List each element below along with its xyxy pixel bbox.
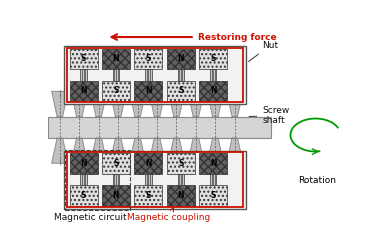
Text: S: S bbox=[81, 191, 86, 200]
Polygon shape bbox=[110, 138, 126, 163]
Text: S: S bbox=[146, 54, 151, 63]
Text: S: S bbox=[113, 159, 119, 168]
Bar bbox=[199, 185, 227, 206]
Polygon shape bbox=[149, 91, 165, 117]
Bar bbox=[210, 174, 216, 185]
Text: S: S bbox=[81, 54, 86, 63]
Bar bbox=[70, 153, 98, 174]
Text: N: N bbox=[177, 191, 184, 200]
Bar bbox=[177, 174, 184, 185]
Polygon shape bbox=[227, 138, 243, 163]
Polygon shape bbox=[207, 91, 223, 117]
Bar bbox=[48, 117, 271, 138]
Bar bbox=[167, 81, 195, 101]
Text: Magnetic coupling: Magnetic coupling bbox=[127, 208, 210, 222]
Text: N: N bbox=[80, 86, 87, 95]
Bar bbox=[199, 153, 227, 174]
Polygon shape bbox=[52, 138, 68, 163]
Bar bbox=[135, 153, 162, 174]
Polygon shape bbox=[188, 138, 204, 163]
Text: S: S bbox=[113, 86, 119, 95]
Polygon shape bbox=[207, 138, 223, 163]
Text: Screw
shaft: Screw shaft bbox=[249, 106, 290, 125]
Bar bbox=[80, 69, 87, 81]
Polygon shape bbox=[168, 91, 185, 117]
Text: S: S bbox=[146, 191, 151, 200]
Bar bbox=[135, 81, 162, 101]
Text: N: N bbox=[80, 159, 87, 168]
Bar bbox=[66, 152, 243, 207]
Bar bbox=[199, 49, 227, 69]
Text: Restoring force: Restoring force bbox=[198, 33, 276, 42]
Text: Magnetic circuit: Magnetic circuit bbox=[54, 210, 127, 222]
Bar bbox=[167, 49, 195, 69]
Polygon shape bbox=[168, 138, 185, 163]
Polygon shape bbox=[71, 138, 87, 163]
Polygon shape bbox=[149, 138, 165, 163]
Bar bbox=[145, 69, 152, 81]
Text: S: S bbox=[211, 54, 216, 63]
Text: N: N bbox=[210, 86, 216, 95]
Polygon shape bbox=[130, 138, 146, 163]
Bar bbox=[66, 48, 243, 102]
Polygon shape bbox=[91, 91, 107, 117]
Bar bbox=[145, 174, 152, 185]
Polygon shape bbox=[130, 91, 146, 117]
Polygon shape bbox=[227, 91, 243, 117]
Text: S: S bbox=[178, 86, 184, 95]
Bar bbox=[70, 49, 98, 69]
Bar bbox=[102, 185, 130, 206]
Text: S: S bbox=[178, 159, 184, 168]
Bar bbox=[102, 49, 130, 69]
Bar bbox=[210, 69, 216, 81]
Text: N: N bbox=[145, 86, 152, 95]
Text: Nut: Nut bbox=[249, 41, 279, 61]
Bar bbox=[64, 150, 246, 209]
Text: N: N bbox=[145, 159, 152, 168]
Bar bbox=[113, 69, 119, 81]
Polygon shape bbox=[188, 91, 204, 117]
Polygon shape bbox=[110, 91, 126, 117]
Text: N: N bbox=[177, 54, 184, 63]
Polygon shape bbox=[71, 91, 87, 117]
Bar bbox=[70, 81, 98, 101]
Bar bbox=[70, 185, 98, 206]
Bar bbox=[177, 69, 184, 81]
Bar bbox=[65, 150, 130, 210]
Bar bbox=[135, 49, 162, 69]
Bar bbox=[167, 153, 195, 174]
Text: N: N bbox=[113, 191, 119, 200]
Bar bbox=[135, 185, 162, 206]
Text: S: S bbox=[211, 191, 216, 200]
Polygon shape bbox=[91, 138, 107, 163]
Bar bbox=[102, 153, 130, 174]
Bar bbox=[113, 174, 119, 185]
Bar bbox=[64, 46, 246, 104]
Bar bbox=[80, 174, 87, 185]
Polygon shape bbox=[52, 91, 68, 117]
Text: N: N bbox=[113, 54, 119, 63]
Text: N: N bbox=[210, 159, 216, 168]
Bar bbox=[102, 81, 130, 101]
Bar bbox=[167, 185, 195, 206]
Bar bbox=[199, 81, 227, 101]
Text: Rotation: Rotation bbox=[298, 176, 336, 185]
